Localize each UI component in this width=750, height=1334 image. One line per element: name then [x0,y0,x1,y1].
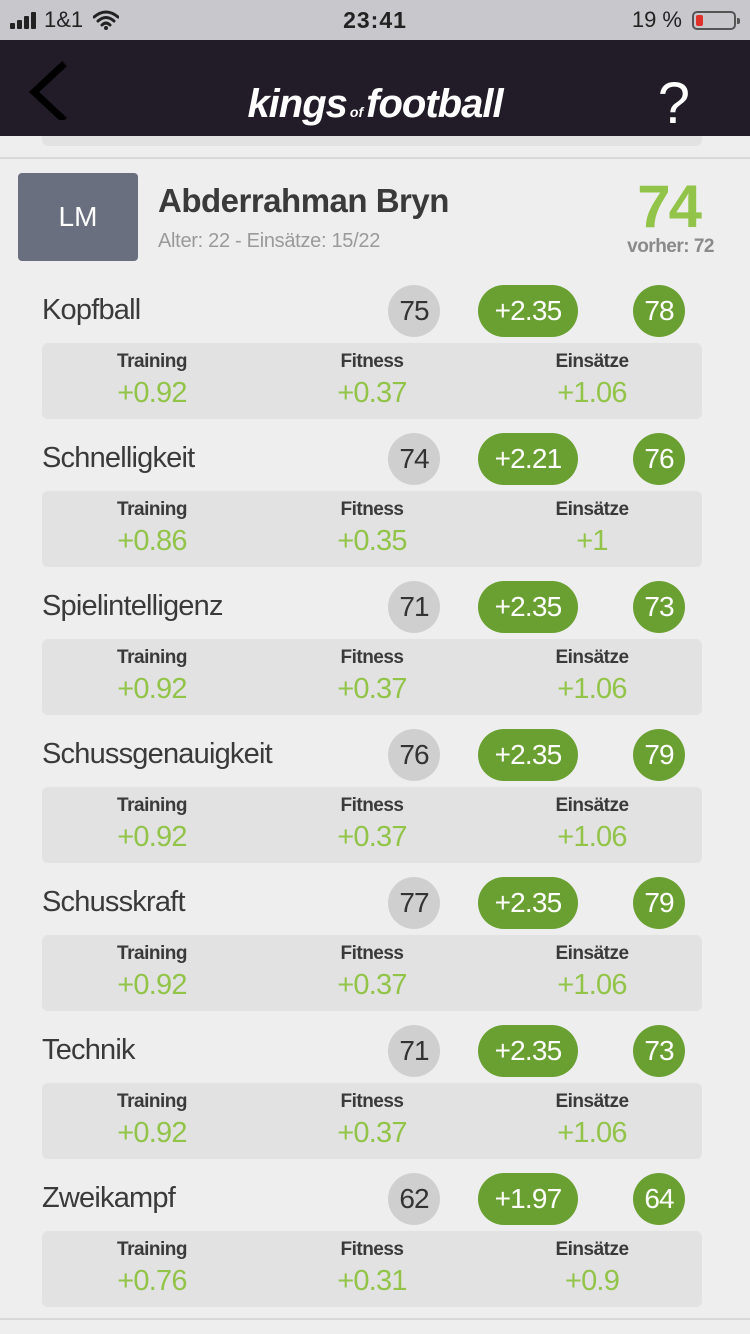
current-value: 74 [388,433,440,485]
status-left: 1&1 [10,7,120,33]
new-value: 78 [633,285,685,337]
delta-pill: +2.35 [478,729,578,781]
new-value: 64 [633,1173,685,1225]
stat-name: Kopfball [42,294,141,326]
battery-icon [692,10,740,30]
breakdown-box: Training +0.92 Fitness +0.37 Einsätze +1.06 [42,787,702,863]
training-cell: Training +0.92 [117,795,187,853]
signal-icon [10,11,38,29]
wifi-icon [93,10,120,30]
delta-pill: +2.35 [478,581,578,633]
training-cell: Training +0.92 [117,351,187,409]
stat-name: Schusskraft [42,886,186,918]
fitness-cell: Fitness +0.37 [337,1091,407,1149]
delta-pill: +1.97 [478,1173,578,1225]
stat-name: Schnelligkeit [42,442,195,474]
nav-bar: kings offootball ? [0,40,750,136]
stat-row: Zweikampf 62 +1.97 64 Training +0.76 Fitn… [0,1170,750,1318]
einsaetze-cell: Einsätze +1.06 [555,351,629,409]
current-value: 62 [388,1173,440,1225]
delta-pill: +2.35 [478,877,578,929]
breakdown-box: Training +0.76 Fitness +0.31 Einsätze +0.9 [42,1231,702,1307]
fitness-cell: Fitness +0.37 [337,647,407,705]
einsaetze-cell: Einsätze +0.9 [555,1239,629,1297]
status-right: 19 % [631,7,740,33]
breakdown-box: Training +0.86 Fitness +0.35 Einsätze +1 [42,491,702,567]
stat-name: Technik [42,1034,136,1066]
app-logo: kings offootball [247,82,503,126]
current-value: 77 [388,877,440,929]
overall-rating: 74 [637,173,702,240]
current-value: 76 [388,729,440,781]
new-value: 76 [633,433,685,485]
training-cell: Training +0.92 [117,647,187,705]
current-value: 71 [388,1025,440,1077]
player-meta: Alter: 22 - Einsätze: 15/22 [158,230,381,252]
delta-pill: +2.35 [478,1025,578,1077]
breakdown-box: Training +0.92 Fitness +0.37 Einsätze +1.06 [42,343,702,419]
training-cell: Training +0.76 [117,1239,187,1297]
breakdown-box: Training +0.92 Fitness +0.37 Einsätze +1.06 [42,935,702,1011]
training-cell: Training +0.92 [117,943,187,1001]
new-value: 79 [633,877,685,929]
delta-pill: +2.21 [478,433,578,485]
stats-list: Kopfball 75 +2.35 78 Training +0.92 Fitne… [0,282,750,1318]
position-badge: LM [18,173,138,261]
status-time: 23:41 [343,7,407,33]
training-cell: Training +0.86 [117,499,187,557]
einsaetze-cell: Einsätze +1.06 [555,795,629,853]
einsaetze-cell: Einsätze +1.06 [555,647,629,705]
stat-row: Schussgenauigkeit 76 +2.35 79 Training +0… [0,726,750,874]
breakdown-box: Training +0.92 Fitness +0.37 Einsätze +1.06 [42,1083,702,1159]
battery-percent: 19 % [631,7,682,32]
fitness-cell: Fitness +0.37 [337,351,407,409]
previous-card-edge [42,136,702,146]
carrier-label: 1&1 [44,7,84,32]
new-value: 73 [633,1025,685,1077]
stat-row: Kopfball 75 +2.35 78 Training +0.92 Fitne… [0,282,750,430]
breakdown-box: Training +0.92 Fitness +0.37 Einsätze +1.06 [42,639,702,715]
einsaetze-cell: Einsätze +1.06 [555,943,629,1001]
previous-rating: vorher: 72 [627,236,714,257]
help-button[interactable]: ? [657,71,690,136]
stat-row: Technik 71 +2.35 73 Training +0.92 Fitnes… [0,1022,750,1170]
new-value: 73 [633,581,685,633]
einsaetze-cell: Einsätze +1.06 [555,1091,629,1149]
divider [0,157,750,159]
current-value: 71 [388,581,440,633]
stat-row: Schusskraft 77 +2.35 79 Training +0.92 Fi… [0,874,750,1022]
fitness-cell: Fitness +0.35 [337,499,407,557]
player-name: Abderrahman Bryn [158,182,449,219]
new-value: 79 [633,729,685,781]
fitness-cell: Fitness +0.37 [337,943,407,1001]
training-cell: Training +0.92 [117,1091,187,1149]
divider [0,1318,750,1320]
stat-name: Zweikampf [42,1182,176,1214]
status-bar: 1&1 23:41 19 % [0,0,750,40]
stat-row: Schnelligkeit 74 +2.21 76 Training +0.86 … [0,430,750,578]
fitness-cell: Fitness +0.31 [337,1239,407,1297]
stat-name: Schussgenauigkeit [42,738,273,770]
delta-pill: +2.35 [478,285,578,337]
stat-row: Spielintelligenz 71 +2.35 73 Training +0.… [0,578,750,726]
current-value: 75 [388,285,440,337]
back-arrow-icon[interactable] [24,60,84,120]
fitness-cell: Fitness +0.37 [337,795,407,853]
einsaetze-cell: Einsätze +1 [555,499,629,557]
stat-name: Spielintelligenz [42,590,223,622]
